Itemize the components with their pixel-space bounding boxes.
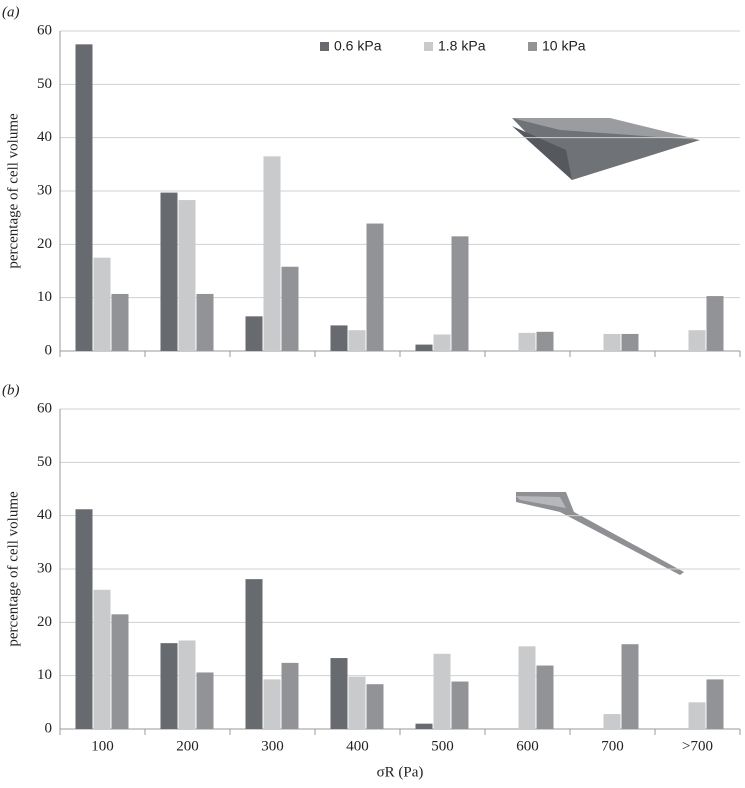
y-tick-label: 10	[37, 289, 52, 305]
bar	[93, 257, 111, 351]
panel-label: (b)	[2, 382, 20, 398]
bar	[415, 344, 433, 351]
x-tick-label: >700	[682, 738, 713, 754]
x-axis-title: σR (Pa)	[377, 764, 424, 780]
bar	[111, 614, 129, 729]
bar	[621, 333, 639, 351]
bar	[160, 192, 178, 351]
y-tick-label: 10	[37, 667, 52, 683]
bar	[433, 653, 451, 729]
y-tick-label: 50	[37, 454, 52, 470]
inset-shape-a	[512, 118, 700, 180]
legend-swatch	[320, 42, 329, 51]
bar	[536, 331, 554, 351]
bar	[245, 316, 263, 351]
y-tick-label: 30	[37, 560, 52, 576]
y-tick-label: 40	[37, 507, 52, 523]
y-tick-label: 60	[37, 22, 52, 38]
bar	[621, 644, 639, 729]
bar	[263, 679, 281, 729]
bar	[451, 681, 469, 729]
bar	[603, 714, 621, 729]
y-tick-label: 0	[45, 342, 53, 358]
y-tick-label: 40	[37, 129, 52, 145]
bar	[518, 332, 536, 351]
x-tick-label: 600	[516, 738, 539, 754]
bar	[263, 156, 281, 351]
bar	[706, 296, 724, 351]
bar	[75, 509, 93, 729]
bar	[706, 679, 724, 729]
bar	[451, 236, 469, 351]
bar	[366, 223, 384, 351]
x-tick-label: 500	[431, 738, 454, 754]
bar	[366, 684, 384, 729]
bar	[330, 325, 348, 351]
bar	[415, 723, 433, 729]
bar	[518, 646, 536, 729]
bar	[330, 658, 348, 729]
y-tick-label: 20	[37, 614, 52, 630]
bar	[433, 334, 451, 351]
x-tick-label: 100	[91, 738, 114, 754]
bar	[196, 672, 214, 729]
x-tick-label: 400	[346, 738, 369, 754]
y-tick-label: 50	[37, 76, 52, 92]
legend-label: 1.8 kPa	[438, 38, 486, 54]
y-tick-label: 20	[37, 236, 52, 252]
bar	[281, 662, 299, 729]
legend-swatch	[528, 42, 537, 51]
bar	[281, 266, 299, 351]
y-tick-label: 0	[45, 720, 53, 736]
bar	[178, 640, 196, 729]
legend-label: 0.6 kPa	[334, 38, 382, 54]
bar	[603, 333, 621, 351]
x-tick-label: 700	[601, 738, 624, 754]
bar	[688, 702, 706, 729]
y-axis-title: percentage of cell volume	[5, 113, 21, 269]
bar	[688, 330, 706, 351]
y-tick-label: 30	[37, 182, 52, 198]
bar	[160, 643, 178, 729]
legend-swatch	[424, 42, 433, 51]
bar	[93, 589, 111, 729]
bar	[196, 293, 214, 351]
bar	[75, 44, 93, 351]
bar	[348, 676, 366, 729]
bar	[536, 665, 554, 729]
y-tick-label: 60	[37, 400, 52, 416]
bar	[178, 200, 196, 351]
x-tick-label: 300	[261, 738, 284, 754]
x-tick-label: 200	[176, 738, 199, 754]
y-axis-title: percentage of cell volume	[5, 491, 21, 647]
bar	[348, 330, 366, 351]
legend-label: 10 kPa	[542, 38, 586, 54]
inset-shape-b	[516, 492, 684, 575]
panel-label: (a)	[2, 4, 20, 20]
bar	[111, 293, 129, 351]
bar	[245, 579, 263, 729]
